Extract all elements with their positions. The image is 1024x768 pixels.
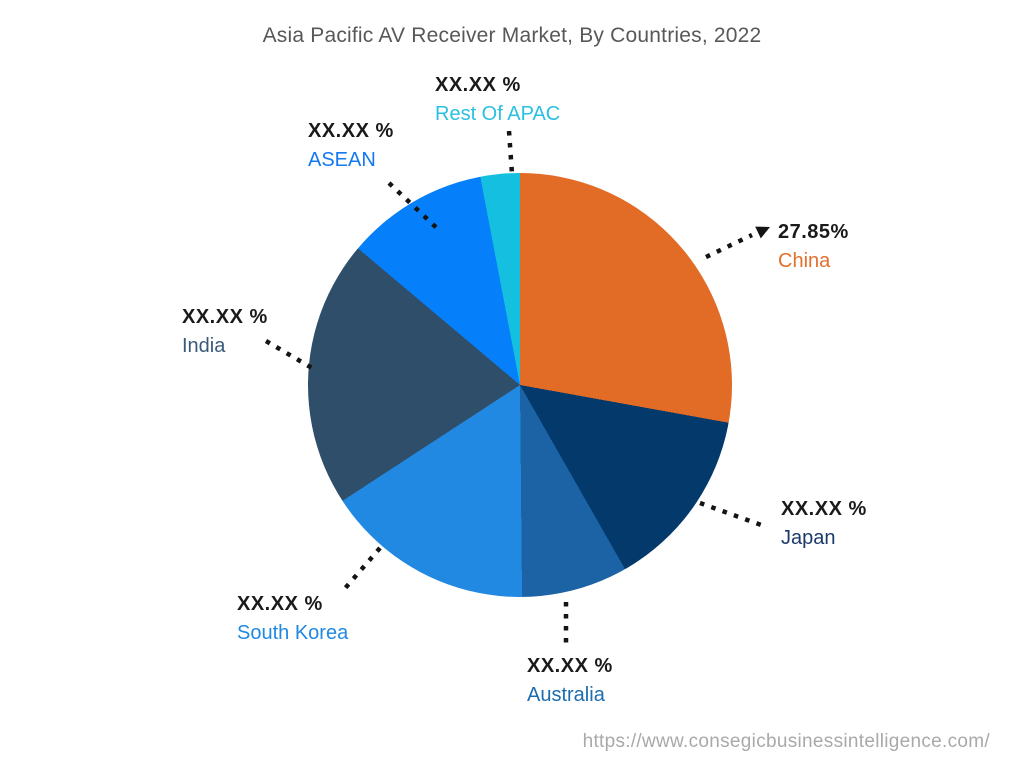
- chart-title: Asia Pacific AV Receiver Market, By Coun…: [262, 24, 762, 47]
- callout-country: ASEAN: [308, 149, 376, 171]
- callout-rest-of-apac: XX.XX % Rest Of APAC: [435, 71, 560, 129]
- callout-country: Australia: [527, 684, 605, 706]
- callout-value: XX.XX %: [182, 306, 268, 328]
- callout-value: XX.XX %: [435, 74, 521, 96]
- leader-arrowhead-china: [755, 226, 770, 239]
- leader-line-china: [705, 232, 753, 260]
- callout-asean: XX.XX % ASEAN: [308, 117, 394, 175]
- leader-line-japan: [699, 500, 765, 529]
- callout-country: China: [778, 250, 831, 272]
- leader-line-india: [264, 339, 314, 370]
- callout-value: XX.XX %: [308, 120, 394, 142]
- callout-value: XX.XX %: [781, 498, 867, 520]
- callout-country: Rest Of APAC: [435, 103, 561, 125]
- callout-australia: XX.XX % Australia: [527, 652, 613, 710]
- callout-south-korea: XX.XX % South Korea: [237, 590, 348, 648]
- callout-japan: XX.XX % Japan: [781, 495, 867, 553]
- callout-country: South Korea: [237, 622, 349, 644]
- callout-china: 27.85% China: [778, 218, 849, 276]
- callout-value: 27.85%: [778, 221, 849, 243]
- callout-value: XX.XX %: [237, 593, 323, 615]
- source-url: https://www.consegicbusinessintelligence…: [582, 731, 990, 752]
- callout-country: India: [182, 335, 226, 357]
- leader-line-south-korea: [339, 546, 382, 595]
- callout-country: Japan: [781, 527, 836, 549]
- leader-line-rest-of-apac: [506, 130, 515, 175]
- callout-value: XX.XX %: [527, 655, 613, 677]
- pie-chart: [308, 173, 732, 597]
- callout-india: XX.XX % India: [182, 303, 268, 361]
